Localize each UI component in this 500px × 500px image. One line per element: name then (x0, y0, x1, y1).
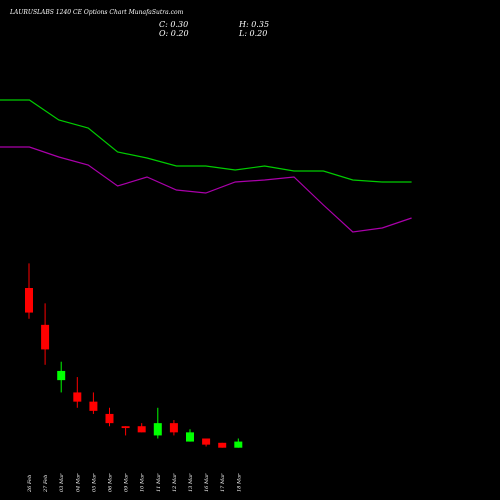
ma-short-line (0, 99, 412, 183)
candle-body (89, 401, 98, 411)
x-axis-labels: 26 Feb 27 Feb 03 Mar 04 Mar 05 Mar 06 Mar 09 M… (27, 473, 242, 493)
x-tick-label: 06 Mar (108, 473, 114, 492)
candle-body (41, 324, 50, 350)
x-tick-label: 09 Mar (124, 473, 130, 492)
x-tick-label: 12 Mar (172, 473, 178, 492)
x-tick-label: 03 Mar (59, 473, 65, 492)
candle-body (137, 426, 146, 433)
candle-body (169, 423, 178, 433)
candles-group (25, 263, 243, 448)
close-price-label: C: 0.30 (159, 20, 189, 29)
x-tick-label: 18 Mar (236, 473, 242, 492)
x-tick-label: 13 Mar (188, 473, 194, 492)
candle-body (153, 423, 162, 436)
candle-body (57, 370, 66, 381)
x-tick-label: 27 Feb (43, 475, 49, 493)
high-price-label: H: 0.35 (239, 20, 270, 29)
x-tick-label: 11 Mar (156, 473, 162, 492)
candle-body (234, 441, 243, 448)
ma-long-line (0, 146, 412, 233)
x-tick-label: 16 Mar (204, 473, 210, 492)
candle-body (186, 432, 194, 442)
open-price-label: O: 0.20 (159, 29, 189, 38)
x-tick-label: 10 Mar (140, 473, 146, 492)
candle-body (218, 442, 227, 448)
candle-body (25, 288, 33, 313)
chart-title: LAURUSLABS 1240 CE Options Chart MunafaS… (10, 9, 184, 16)
low-price-label: L: 0.20 (239, 29, 268, 38)
candle-body (73, 392, 82, 402)
x-tick-label: 17 Mar (220, 473, 226, 492)
x-tick-label: 05 Mar (91, 473, 97, 492)
x-tick-label: 04 Mar (75, 473, 81, 492)
candle-body (121, 426, 130, 429)
x-tick-label: 26 Feb (27, 475, 33, 493)
candle-body (202, 438, 211, 445)
candle-body (105, 413, 114, 424)
